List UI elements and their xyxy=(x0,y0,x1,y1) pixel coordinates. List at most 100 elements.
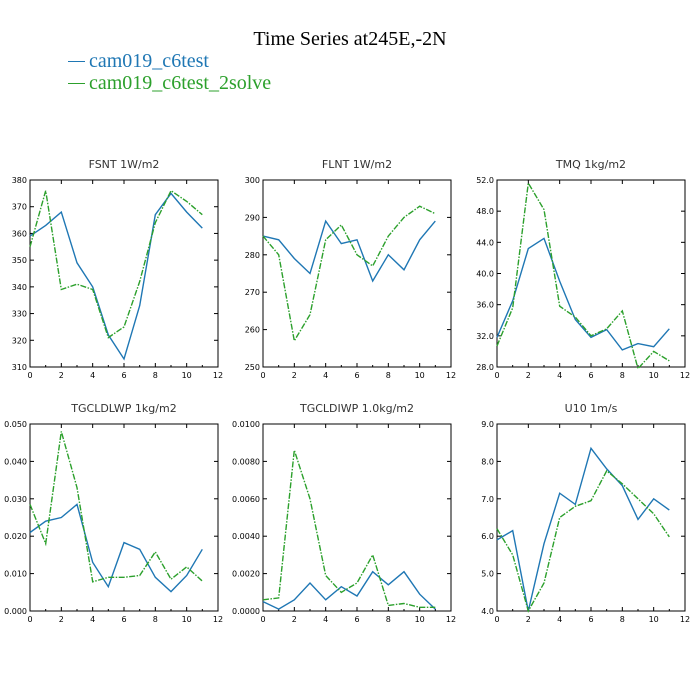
x-tick-label: 2 xyxy=(292,615,297,624)
y-tick-label: 260 xyxy=(245,326,260,335)
x-tick-label: 8 xyxy=(153,615,158,624)
x-tick-label: 0 xyxy=(260,615,265,624)
series-line-1 xyxy=(29,192,203,361)
x-tick-label: 8 xyxy=(386,371,391,380)
x-tick-label: 12 xyxy=(680,615,690,624)
x-tick-label: 6 xyxy=(588,371,593,380)
x-tick-label: 10 xyxy=(649,615,659,624)
x-tick-label: 2 xyxy=(292,371,297,380)
x-tick-label: 4 xyxy=(323,371,328,380)
x-tick-label: 8 xyxy=(386,615,391,624)
y-tick-label: 7.0 xyxy=(481,495,494,504)
y-tick-label: 0.0040 xyxy=(232,532,260,541)
chart-panel-6: U10 1m/s 0 2 4 6 8 10 12 4.0 5.0 6.0 7.0 8.0 9.0 xyxy=(481,402,690,624)
chart-title: TMQ 1kg/m2 xyxy=(555,158,626,171)
y-tick-label: 0.0000 xyxy=(232,607,260,616)
x-tick-label: 12 xyxy=(213,371,223,380)
series-line-2 xyxy=(496,469,670,613)
y-tick-label: 270 xyxy=(245,288,260,297)
series-line-2 xyxy=(29,189,203,339)
x-tick-label: 6 xyxy=(588,615,593,624)
y-tick-label: 6.0 xyxy=(481,532,494,541)
y-tick-label: 250 xyxy=(245,363,260,372)
legend-label-2: cam019_c6test_2solve xyxy=(89,72,272,94)
chart-panel-1: FSNT 1W/m2 0 2 4 6 8 10 12 310 320 330 340 350 360 370… xyxy=(12,158,223,380)
chart-title: TGCLDIWP 1.0kg/m2 xyxy=(299,402,414,415)
y-tick-label: 8.0 xyxy=(481,457,494,466)
x-tick-label: 6 xyxy=(354,615,359,624)
series-line-2 xyxy=(496,180,670,371)
x-tick-label: 4 xyxy=(557,615,562,624)
x-tick-label: 12 xyxy=(680,371,690,380)
x-tick-label: 8 xyxy=(153,371,158,380)
legend-label-1: cam019_c6test xyxy=(89,50,209,72)
legend-item-2: cam019_c6test_2solve xyxy=(68,72,271,95)
x-tick-label: 2 xyxy=(526,615,531,624)
y-tick-label: 44.0 xyxy=(476,238,494,247)
plot-frame xyxy=(262,423,452,612)
y-tick-label: 5.0 xyxy=(481,570,494,579)
y-tick-label: 52.0 xyxy=(476,176,494,185)
x-tick-label: 4 xyxy=(90,615,95,624)
x-tick-label: 10 xyxy=(415,371,425,380)
x-tick-label: 12 xyxy=(446,615,456,624)
x-tick-label: 0 xyxy=(260,371,265,380)
series-line-1 xyxy=(29,503,203,593)
x-tick-label: 8 xyxy=(620,371,625,380)
chart-title: FSNT 1W/m2 xyxy=(89,158,160,171)
x-tick-label: 4 xyxy=(323,615,328,624)
y-tick-label: 36.0 xyxy=(476,301,494,310)
y-tick-label: 0.010 xyxy=(4,570,27,579)
y-tick-label: 0.0080 xyxy=(232,457,260,466)
chart-panel-2: FLNT 1W/m2 0 2 4 6 8 10 12 250 260 270 280 290 300 xyxy=(245,158,456,380)
y-tick-label: 0.0100 xyxy=(232,420,260,429)
y-tick-label: 290 xyxy=(245,213,260,222)
y-tick-label: 380 xyxy=(12,176,27,185)
chart-title: FLNT 1W/m2 xyxy=(322,158,392,171)
y-tick-label: 28.0 xyxy=(476,363,494,372)
y-tick-label: 340 xyxy=(12,283,27,292)
y-tick-label: 0.000 xyxy=(4,607,27,616)
y-tick-label: 0.040 xyxy=(4,457,27,466)
x-tick-label: 2 xyxy=(59,615,64,624)
y-tick-label: 48.0 xyxy=(476,207,494,216)
chart-panel-5: TGCLDIWP 1.0kg/m2 0 2 4 6 8 10 12 0.0000 0.0020 0.… xyxy=(232,402,456,624)
x-tick-label: 4 xyxy=(557,371,562,380)
x-tick-label: 0 xyxy=(494,371,499,380)
plot-frame xyxy=(262,179,452,368)
x-tick-label: 2 xyxy=(59,371,64,380)
x-tick-label: 10 xyxy=(415,615,425,624)
x-tick-label: 8 xyxy=(620,615,625,624)
chart-title: TGCLDLWP 1kg/m2 xyxy=(70,402,176,415)
legend-swatch-1 xyxy=(68,61,85,62)
x-tick-label: 12 xyxy=(213,615,223,624)
x-tick-label: 0 xyxy=(494,615,499,624)
y-tick-label: 0.030 xyxy=(4,495,27,504)
series-line-1 xyxy=(496,237,670,351)
x-tick-label: 4 xyxy=(90,371,95,380)
chart-panel-4: TGCLDLWP 1kg/m2 0 2 4 6 8 10 12 0.000 0.010 0.020 0… xyxy=(4,402,223,624)
y-tick-label: 320 xyxy=(12,336,27,345)
series-line-1 xyxy=(496,446,670,612)
x-tick-label: 0 xyxy=(27,615,32,624)
y-tick-label: 370 xyxy=(12,203,27,212)
series-line-1 xyxy=(262,570,436,610)
y-tick-label: 32.0 xyxy=(476,332,494,341)
series-line-2 xyxy=(262,205,436,343)
series-line-2 xyxy=(262,449,436,608)
y-tick-label: 0.0020 xyxy=(232,570,260,579)
x-tick-label: 0 xyxy=(27,371,32,380)
legend-item-1: cam019_c6test xyxy=(68,50,209,73)
y-tick-label: 0.020 xyxy=(4,532,27,541)
x-tick-label: 12 xyxy=(446,371,456,380)
x-tick-label: 6 xyxy=(121,615,126,624)
x-tick-label: 10 xyxy=(649,371,659,380)
y-tick-label: 0.050 xyxy=(4,420,27,429)
series-line-2 xyxy=(29,431,203,583)
legend-swatch-2 xyxy=(68,83,85,84)
y-tick-label: 300 xyxy=(245,176,260,185)
x-tick-label: 6 xyxy=(121,371,126,380)
y-tick-label: 310 xyxy=(12,363,27,372)
y-tick-label: 9.0 xyxy=(481,420,494,429)
